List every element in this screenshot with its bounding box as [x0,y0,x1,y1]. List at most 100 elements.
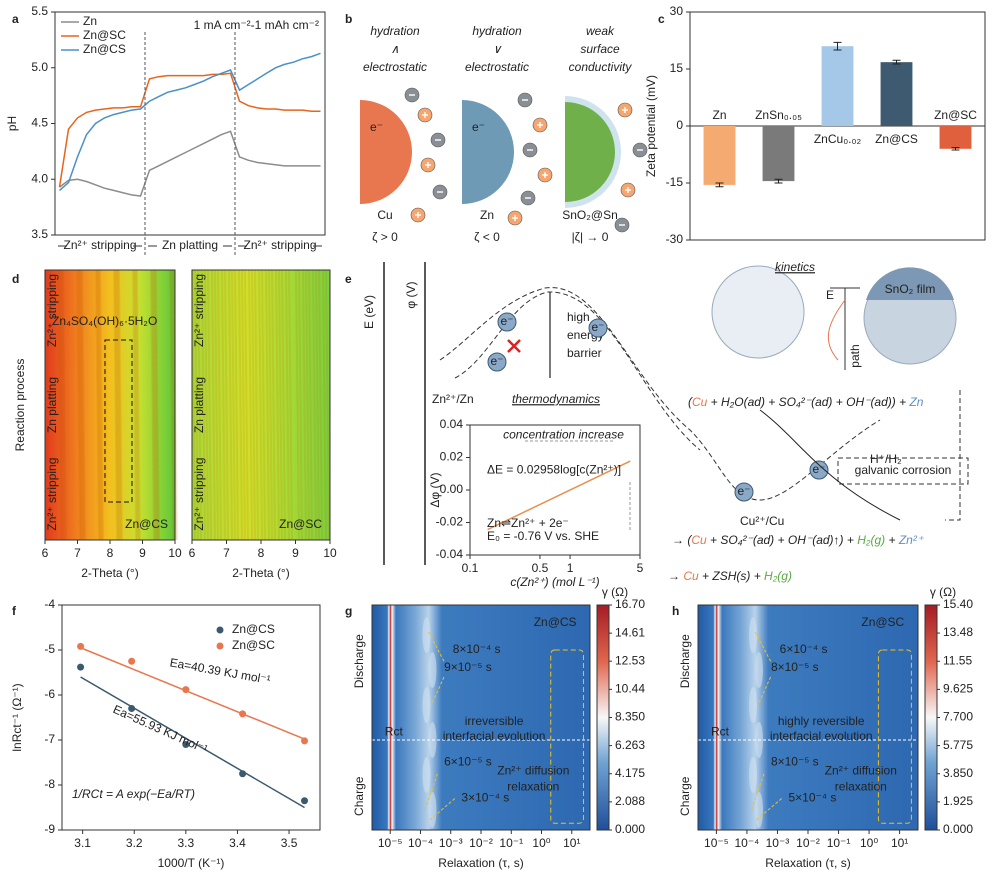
annotation: 1 mA cm⁻²-1 mAh cm⁻² [194,18,319,32]
y-tick-label: -0.04 [436,547,464,561]
y-tick-label: -5 [44,642,55,656]
heatmap-streak [224,269,229,541]
mechanism-label: electrostatic [465,60,529,74]
inset-annotation: Zn⇌Zn²⁺ + 2e⁻ [487,516,569,530]
error-bar [892,59,901,65]
heatmap-streak [81,269,86,541]
barrier-label: high [567,310,590,324]
heatmap-streak [201,269,206,541]
pointer-arrow [428,798,456,822]
point [182,686,190,694]
heatmap-streak [135,269,140,541]
blocked-mark [507,339,521,353]
x-tick-label: 3.2 [126,836,143,850]
heatmap-streak [318,269,323,541]
x-tick-label: 5 [637,561,644,575]
electron-label: e⁻ [370,120,383,134]
heatmap-streak [197,269,202,541]
segment-label: Zn²⁺ stripping [45,274,59,347]
reaction-part: + SO₄²⁻(ad) + OH⁻(ad)↑) + [707,533,858,547]
annotation: Zn@SC [861,615,904,629]
annotation: interfacial evolution [443,729,546,743]
heatmap-streak [308,269,313,541]
y-axis-label: Reaction process [13,359,27,452]
annotation: 9×10⁻⁵ s [444,660,492,674]
mechanism-label: hydration [472,24,522,38]
heatmap-feature [749,687,757,723]
corrosion-box [837,457,969,485]
x-tick-label: 10⁻⁴ [408,836,433,850]
reaction-part: Zn [908,395,923,409]
mechanism-label: ∨ [493,42,502,56]
colorbar-tick-label: 0.000 [943,822,973,836]
electron-ball [487,352,507,372]
heatmap-streak [155,269,160,541]
heatmap-streak [241,269,246,541]
heatmap-streak [211,269,216,541]
heatmap-streak [214,269,219,541]
x-tick-label: 7 [223,546,230,560]
heatmap-streak [95,269,100,541]
material-label: SnO₂@Sn [562,208,618,222]
heatmap-streak [169,269,174,541]
y-tick-label: -7 [44,732,55,746]
axis-label: φ (V) [404,281,418,308]
x-axis-label: Relaxation (τ, s) [765,856,850,870]
heatmap-streak [117,269,122,541]
panel-letter: a [12,12,19,26]
mechanism-label: surface [580,42,620,56]
heatmap-feature [755,792,763,828]
x-tick-label: 3.1 [74,836,91,850]
annotation: Rct [711,724,730,738]
segment-label: Zn platting [45,377,59,433]
reaction-part: Cu [692,395,708,409]
annotation: Zn@CS [534,615,577,629]
annotation: 6×10⁻⁴ s [780,642,828,656]
heatmap-feature [755,652,763,688]
x-tick-label: 8 [258,546,265,560]
heatmap-streak [281,269,286,541]
heatmap-image [192,270,330,540]
bar [880,62,913,126]
highlight-box [550,649,584,824]
colorbar-title: γ (Ω) [602,585,628,599]
y-tick-label: -4 [44,597,55,611]
heatmap-streak [244,269,249,541]
mechanism-label: weak [586,24,615,38]
plot-frame [61,604,321,831]
inset-annotation: E₀ = -0.76 V vs. SHE [487,529,599,543]
y-tick-label: 0.02 [440,450,464,464]
x-tick-label: 8 [107,546,114,560]
segment-label: Zn platting [192,377,206,433]
film-label: SnO₂ film [885,282,936,296]
heatmap-streak [302,269,307,541]
annotation: highly reversible [778,714,865,728]
panel-letter: e [345,272,352,286]
x-tick-label: 10¹ [563,836,580,850]
error-bar [833,41,842,51]
heatmap-streak [312,269,317,541]
heatmap-streak [132,269,137,541]
legend-swatch [216,642,224,650]
heatmap-streak [153,269,158,541]
heatmap-streak [254,269,259,541]
colorbar-tick-label: 12.53 [615,653,645,667]
colorbar [924,604,938,831]
zeta-label: |ζ| → 0 [572,230,609,244]
material-label: Cu [377,208,392,222]
x-tick-label: 3.5 [281,836,298,850]
y-tick-label: -6 [44,687,55,701]
annotation: 6×10⁻⁵ s [444,755,492,769]
category-label: Zn@SC [934,108,977,122]
couple-label: H⁺/H₂ [870,452,902,466]
segment-label: Zn²⁺ stripping [63,238,136,252]
reaction-equation: → (Cu + SO₄²⁻(ad) + OH⁻(ad)↑) + H₂(g) + … [672,533,925,547]
colorbar-tick-label: 10.44 [615,682,645,696]
category-label: ZnCu₀.₀₂ [814,132,862,146]
legend-swatch [216,626,224,634]
electron-label: e⁻ [737,484,750,498]
reaction-part: H₂(g) [857,533,885,547]
heatmap-streak [62,269,67,541]
segment-label: Zn²⁺ stripping [192,274,206,347]
x-tick-label: 10⁻⁵ [704,836,729,850]
